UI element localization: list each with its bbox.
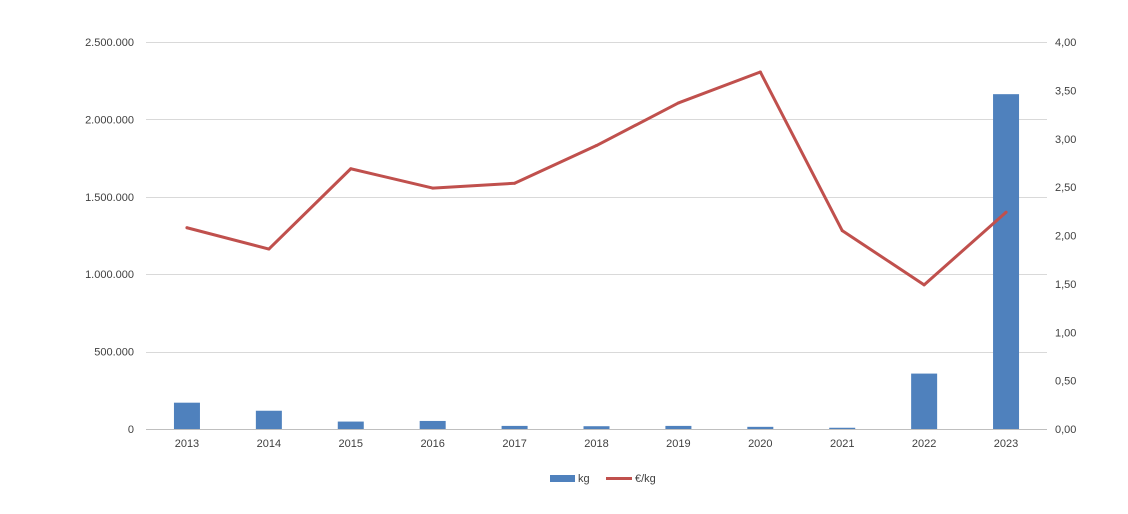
line-point-eur-per-kg — [513, 181, 517, 185]
left-axis-tick-label: 2.500.000 — [85, 37, 134, 49]
x-axis-tick-label: 2023 — [994, 438, 1018, 450]
bar-kg — [419, 420, 446, 429]
left-axis-tick-label: 1.500.000 — [85, 192, 134, 204]
legend-label-eur-per-kg: €/kg — [635, 473, 656, 485]
right-axis-tick-label: 4,00 — [1055, 37, 1076, 49]
bar-kg — [173, 402, 200, 429]
line-point-eur-per-kg — [431, 186, 435, 190]
x-axis-tick-label: 2016 — [420, 438, 444, 450]
line-series-eur-per-kg — [185, 70, 1008, 287]
left-axis-tick-label: 1.000.000 — [85, 269, 134, 281]
right-axis-tick-label: 2,00 — [1055, 231, 1076, 243]
line-point-eur-per-kg — [922, 283, 926, 287]
line-point-eur-per-kg — [676, 101, 680, 105]
left-axis-ticks: 0 500.000 1.000.000 1.500.000 2.000.000 2.500… — [85, 37, 134, 436]
x-axis-tick-label: 2017 — [502, 438, 526, 450]
bar-kg — [993, 94, 1020, 429]
line-point-eur-per-kg — [185, 226, 189, 230]
right-axis-tick-label: 2,50 — [1055, 182, 1076, 194]
x-axis-tick-label: 2018 — [584, 438, 608, 450]
left-axis-tick-label: 0 — [128, 424, 134, 436]
bar-kg — [337, 421, 364, 429]
legend: kg €/kg — [550, 473, 656, 485]
x-axis-tick-label: 2015 — [339, 438, 363, 450]
line-point-eur-per-kg — [1004, 210, 1008, 214]
right-axis-tick-label: 0,50 — [1055, 376, 1076, 388]
bar-kg — [829, 427, 856, 429]
x-axis-tick-label: 2013 — [175, 438, 199, 450]
bar-kg — [911, 373, 938, 429]
bar-kg — [747, 426, 774, 429]
left-axis-tick-label: 2.000.000 — [85, 114, 134, 126]
x-axis-tick-label: 2022 — [912, 438, 936, 450]
gridlines — [146, 42, 1047, 430]
x-axis-ticks: 2013 2014 2015 2016 2017 2018 2019 2020 2021 2022… — [175, 438, 1019, 450]
right-axis-tick-label: 3,00 — [1055, 134, 1076, 146]
bar-kg — [255, 410, 282, 429]
left-axis-tick-label: 500.000 — [94, 347, 134, 359]
line-point-eur-per-kg — [758, 70, 762, 74]
right-axis-tick-label: 1,50 — [1055, 279, 1076, 291]
right-axis-tick-label: 0,00 — [1055, 424, 1076, 436]
legend-label-kg: kg — [578, 473, 590, 485]
legend-swatch-kg — [550, 475, 575, 482]
x-axis-tick-label: 2020 — [748, 438, 772, 450]
bar-kg — [501, 425, 528, 429]
line-point-eur-per-kg — [840, 229, 844, 233]
right-axis-tick-label: 1,00 — [1055, 327, 1076, 339]
x-axis-tick-label: 2021 — [830, 438, 854, 450]
line-point-eur-per-kg — [595, 144, 598, 148]
bar-kg — [583, 426, 610, 429]
right-axis-ticks: 0,00 0,50 1,00 1,50 2,00 2,50 3,00 3,50 4,00 — [1055, 37, 1076, 436]
line-point-eur-per-kg — [349, 167, 353, 171]
x-axis-tick-label: 2014 — [257, 438, 281, 450]
x-axis-tick-label: 2019 — [666, 438, 690, 450]
bar-series-kg — [173, 94, 1020, 429]
line-eur-per-kg — [185, 70, 1008, 287]
bar-kg — [665, 425, 692, 429]
right-axis-tick-label: 3,50 — [1055, 85, 1076, 97]
line-point-eur-per-kg — [267, 247, 271, 251]
